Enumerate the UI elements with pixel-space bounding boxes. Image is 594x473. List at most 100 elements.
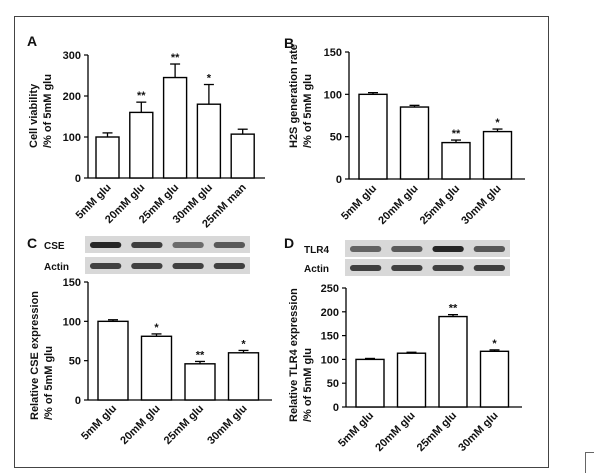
y-tick-label: 100: [324, 89, 342, 101]
blot-band: [349, 265, 382, 271]
bar: [184, 363, 216, 401]
x-tick-label: 5mM glu: [79, 403, 119, 443]
bar: [441, 141, 471, 180]
x-tick-label: 25mM glu: [162, 403, 206, 447]
y-tick-label: 200: [321, 307, 339, 319]
x-tick-label: 20mM glu: [376, 183, 420, 227]
significance-marker: **: [196, 349, 205, 361]
y-axis-label: Relative TLR4 expression: [288, 288, 300, 422]
x-tick-label: 5mM glu: [339, 183, 379, 223]
y-tick-label: 0: [333, 402, 339, 414]
bar: [399, 106, 430, 180]
x-tick-label: 30mM glu: [459, 183, 503, 227]
blot-band: [432, 246, 464, 252]
blot-background: [85, 236, 250, 253]
significance-marker: *: [241, 338, 246, 350]
blot-band: [473, 265, 506, 271]
y-tick-label: 250: [321, 283, 339, 295]
y-axis-label: Cell viability: [28, 83, 40, 148]
x-tick-label: 30mM glu: [205, 403, 249, 447]
blot-background: [345, 259, 510, 276]
y-tick-label: 50: [327, 378, 339, 390]
y-tick-label: 300: [63, 50, 81, 62]
bar: [196, 103, 222, 179]
y-tick-label: 150: [63, 277, 81, 289]
bar: [438, 315, 468, 408]
blot-band: [89, 263, 122, 269]
x-tick-label: 20mM glu: [118, 403, 162, 447]
bar: [479, 350, 510, 408]
y-axis-label-unit: /% of 5mM glu: [302, 348, 314, 422]
significance-marker: *: [492, 338, 497, 350]
page-corner: [585, 452, 594, 473]
y-axis-label-unit: /% of 5mM glu: [302, 74, 314, 148]
significance-marker: **: [171, 52, 180, 64]
y-axis-label: H2S generation rate: [288, 44, 300, 148]
blot-band: [213, 263, 246, 269]
figure-frame: [14, 16, 549, 468]
blot-band: [172, 263, 204, 269]
significance-marker: **: [137, 90, 146, 102]
bar: [355, 358, 385, 408]
x-tick-label: 25mM glu: [418, 183, 462, 227]
y-tick-label: 150: [324, 47, 342, 59]
significance-marker: *: [495, 117, 500, 129]
y-axis-label: Relative CSE expression: [29, 291, 41, 420]
blot-background: [345, 240, 510, 257]
panel-letter: A: [27, 33, 37, 49]
x-tick-label: 20mM glu: [373, 410, 417, 454]
blot-band: [391, 246, 423, 252]
blot-background: [85, 257, 250, 274]
bar: [129, 111, 154, 179]
blot-band: [131, 263, 163, 269]
significance-marker: *: [154, 322, 159, 334]
y-tick-label: 150: [321, 331, 339, 343]
blot-band: [391, 265, 423, 271]
panel-d: D 0 50 100 150 200 250 Relative TLR4 expression…: [284, 235, 522, 454]
y-axis-label-unit: /% of 5mM glu: [42, 74, 54, 148]
significance-marker: **: [452, 128, 461, 140]
y-tick-label: 100: [321, 354, 339, 366]
blot-band: [213, 242, 246, 248]
panel-letter: B: [284, 35, 294, 51]
bar: [97, 320, 129, 401]
blot-band: [432, 265, 464, 271]
y-tick-label: 200: [63, 91, 81, 103]
blot-band: [349, 246, 382, 252]
bar: [358, 93, 388, 180]
x-tick-label: 25mM glu: [415, 410, 459, 454]
bar: [396, 352, 427, 408]
blot-band: [131, 242, 163, 248]
blot-label: TLR4: [304, 245, 329, 256]
y-tick-label: 0: [75, 395, 81, 407]
blot-band: [172, 242, 204, 248]
panel-b: B 0 50 100 150 H2S generation rate/% of 5mM g…: [284, 35, 525, 227]
blot-label: Actin: [304, 264, 329, 275]
significance-marker: **: [449, 303, 458, 315]
significance-marker: *: [207, 73, 212, 85]
blot-label: CSE: [44, 241, 65, 252]
x-tick-label: 5mM glu: [336, 410, 376, 450]
y-tick-label: 50: [69, 356, 81, 368]
bar: [162, 76, 188, 179]
bar: [227, 352, 260, 401]
y-tick-label: 100: [63, 132, 81, 144]
bar: [482, 130, 513, 180]
panel-letter: D: [284, 235, 294, 251]
bar: [230, 133, 255, 179]
blot-band: [473, 246, 506, 252]
panel-letter: C: [27, 235, 37, 251]
blot-band: [89, 242, 122, 248]
bar: [140, 335, 173, 401]
y-tick-label: 50: [330, 132, 342, 144]
y-tick-label: 100: [63, 316, 81, 328]
blot-label: Actin: [44, 262, 69, 273]
panel-c: C 0 50 100 150 Relative CSE expression/% of 5…: [27, 235, 272, 447]
y-tick-label: 0: [75, 173, 81, 185]
x-tick-label: 30mM glu: [456, 410, 500, 454]
bar: [95, 136, 120, 179]
y-tick-label: 0: [336, 174, 342, 186]
y-axis-label-unit: /% of 5mM glu: [43, 346, 55, 420]
